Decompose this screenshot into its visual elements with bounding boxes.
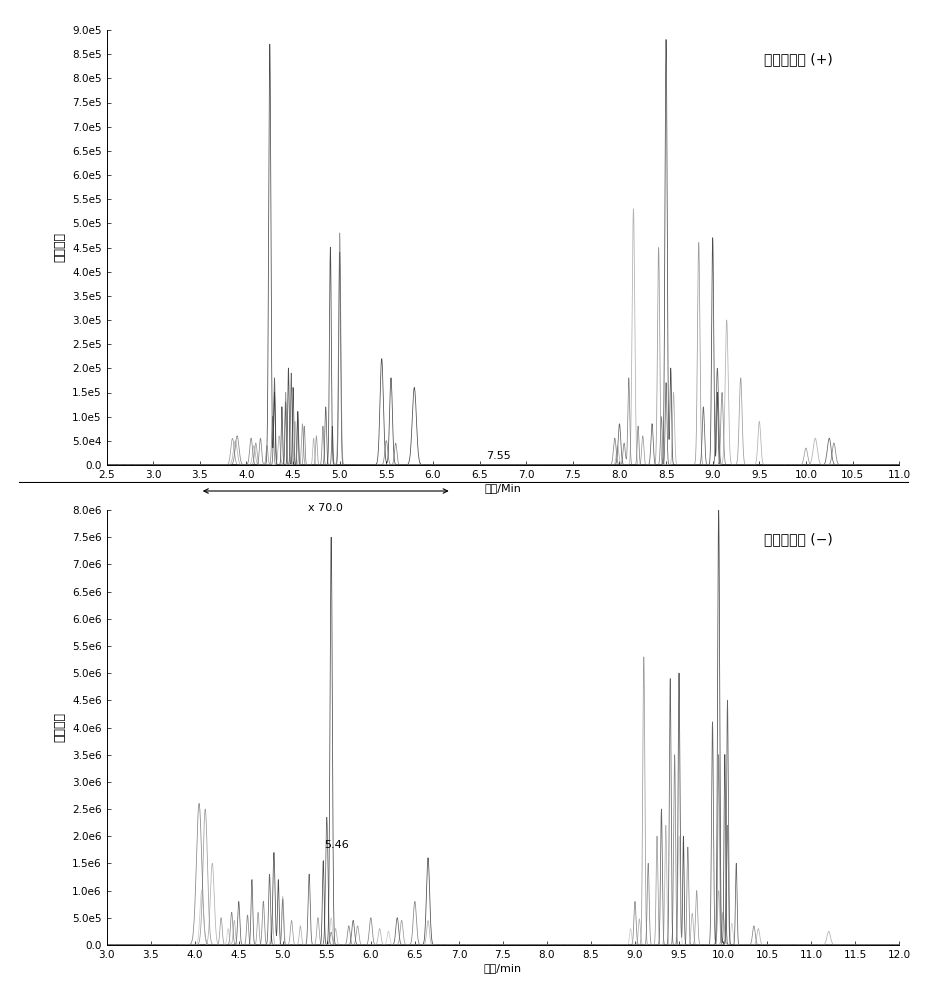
Y-axis label: 相对丰度: 相对丰度: [54, 232, 67, 262]
Text: 7.55: 7.55: [486, 451, 511, 461]
X-axis label: 时间/min: 时间/min: [484, 963, 522, 973]
Y-axis label: 相对丰度: 相对丰度: [54, 712, 67, 742]
Text: 电喷雾电离 (−): 电喷雾电离 (−): [765, 532, 833, 546]
X-axis label: 时间/Min: 时间/Min: [485, 483, 521, 493]
Text: x 70.0: x 70.0: [309, 503, 343, 513]
Text: 5.46: 5.46: [324, 840, 349, 850]
Text: 电喷雾电离 (+): 电喷雾电离 (+): [765, 52, 833, 66]
